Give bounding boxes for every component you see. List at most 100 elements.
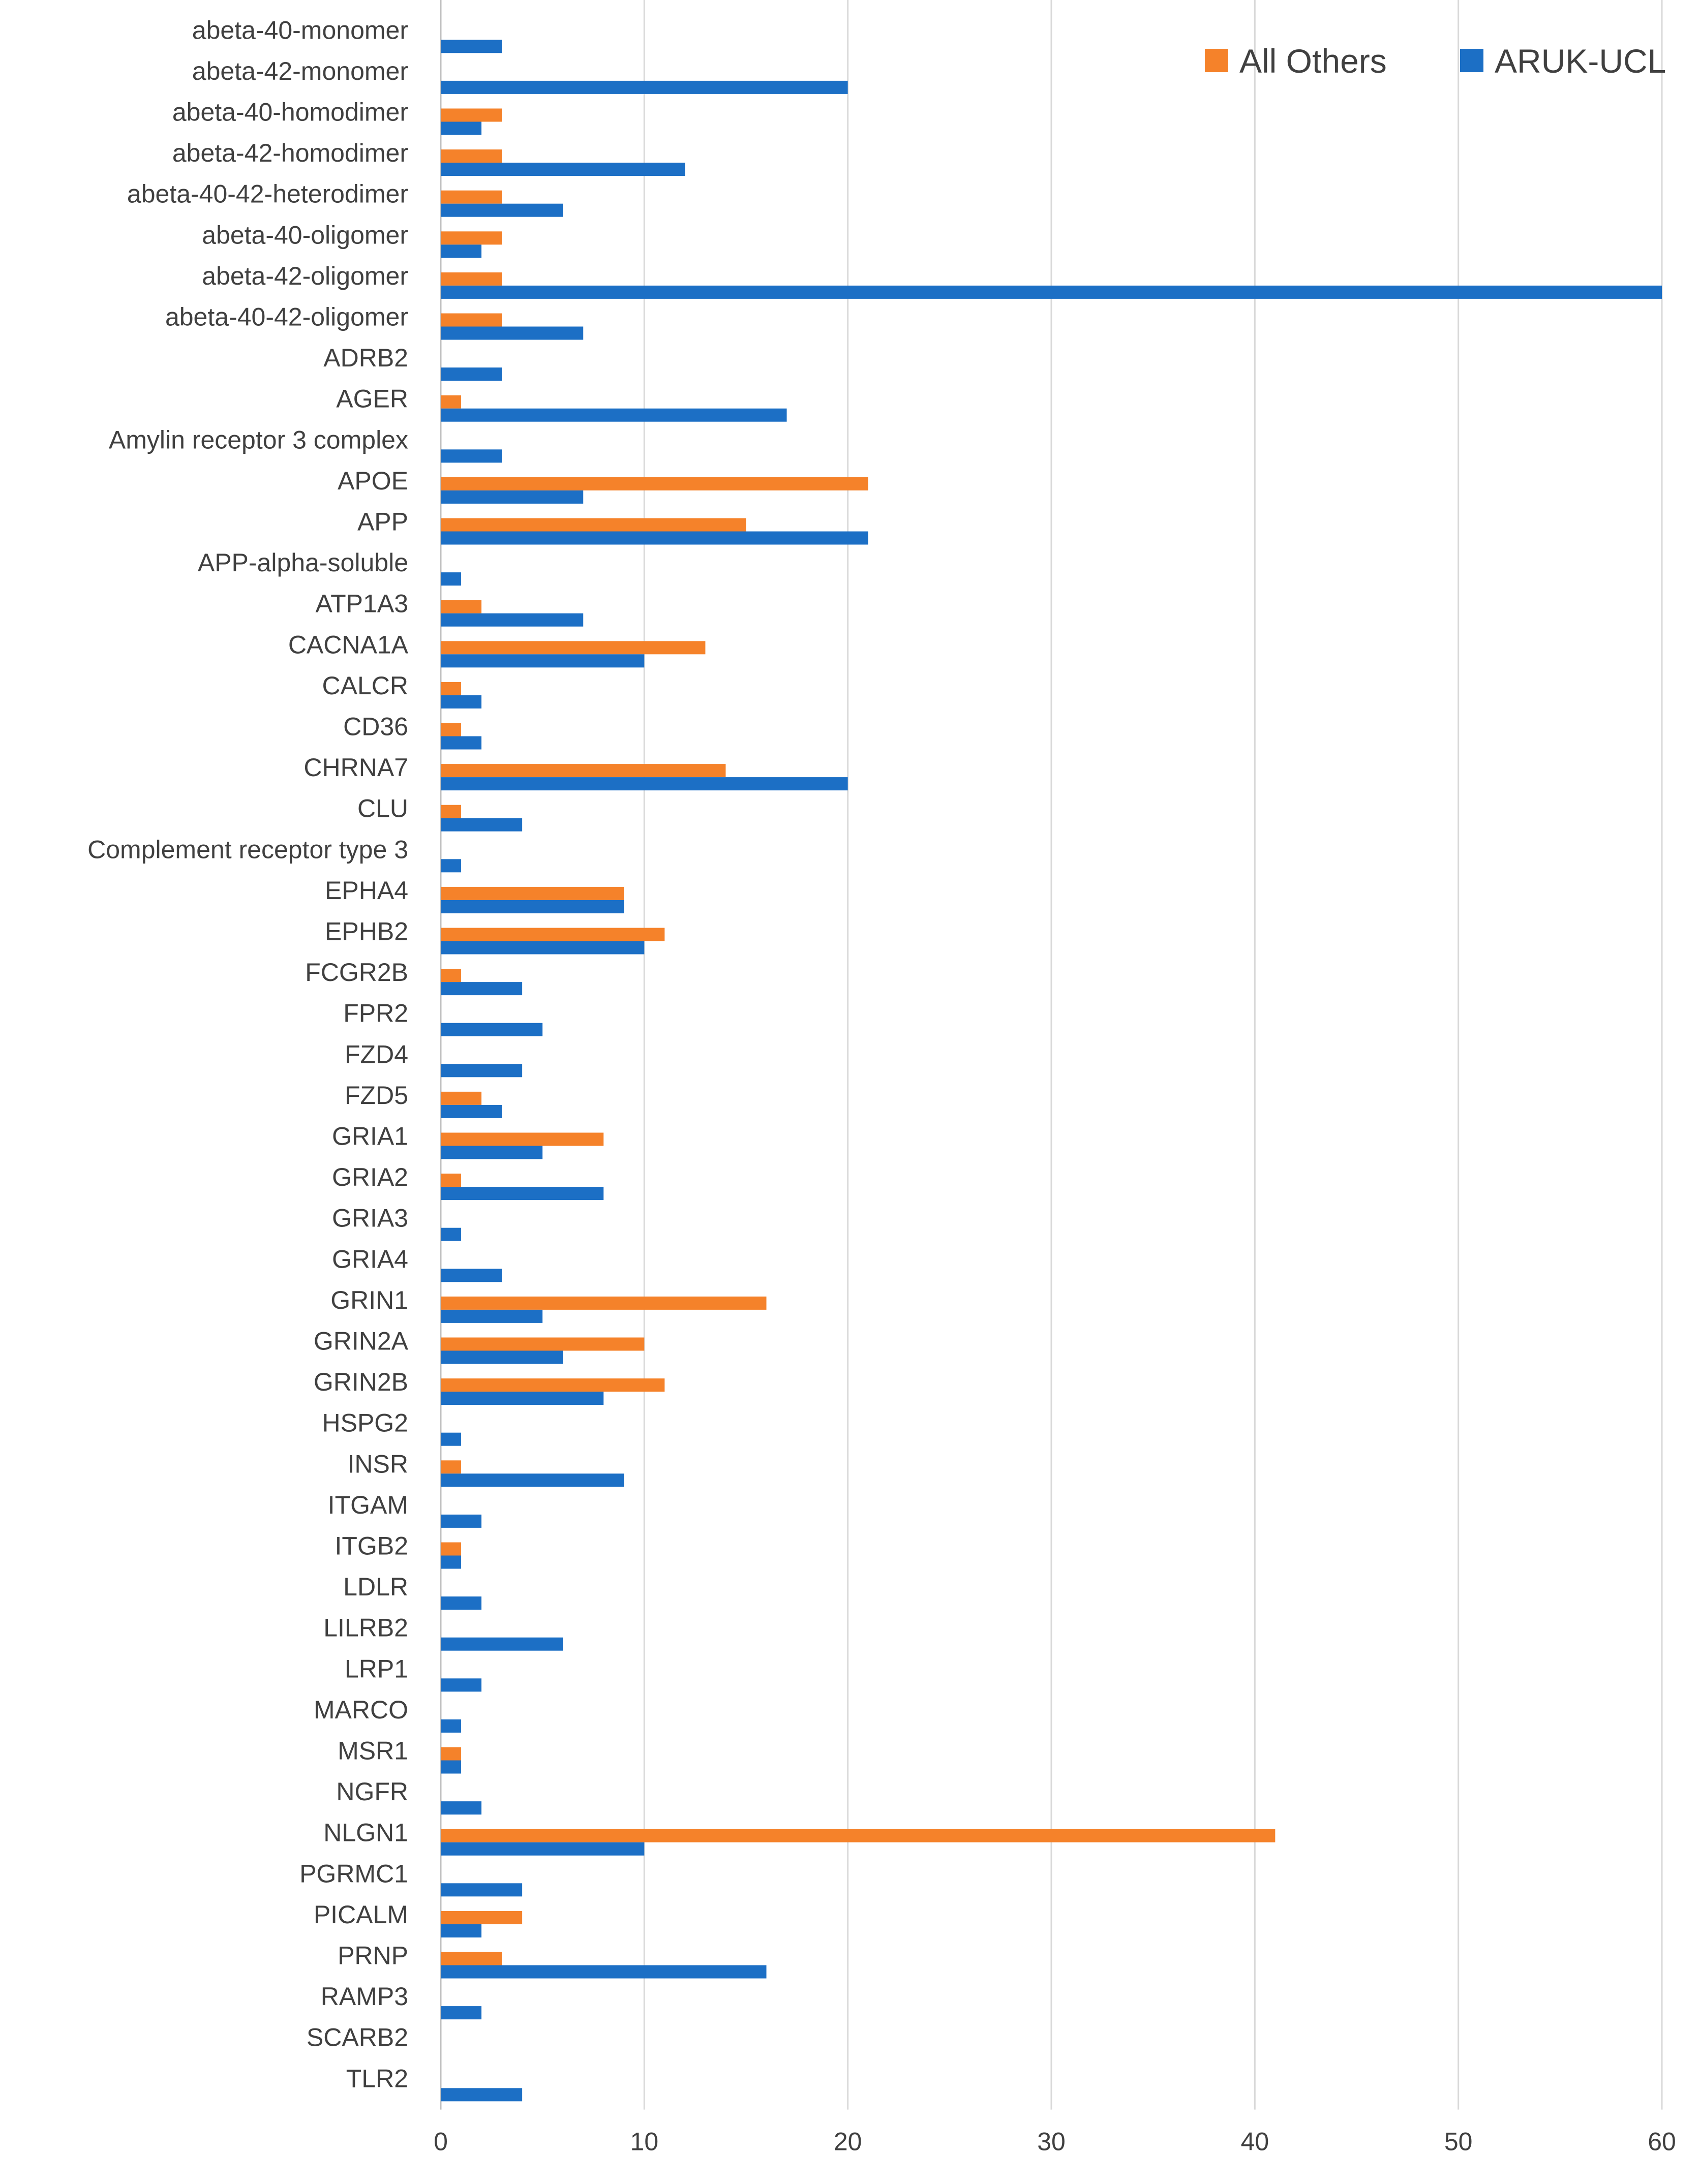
bar-aruk-ucl — [441, 1473, 624, 1487]
category-label: GRIA1 — [332, 1122, 408, 1151]
category-label: abeta-40-monomer — [192, 16, 408, 44]
bar-aruk-ucl — [441, 1555, 462, 1569]
bar-aruk-ucl — [441, 1227, 462, 1241]
gridlines — [440, 0, 1663, 2110]
bars — [441, 40, 1662, 2102]
bar-aruk-ucl — [441, 449, 502, 463]
bar-all-others — [441, 1378, 665, 1392]
bar-all-others — [441, 682, 462, 695]
bar-aruk-ucl — [441, 1432, 462, 1446]
bar-all-others — [441, 764, 726, 778]
bar-aruk-ucl — [441, 613, 584, 627]
x-tick-label: 20 — [834, 2128, 862, 2156]
bar-all-others — [441, 108, 502, 122]
bar-aruk-ucl — [441, 777, 848, 791]
x-tick-label: 30 — [1037, 2128, 1066, 2156]
category-label: ITGB2 — [335, 1532, 408, 1560]
category-label: NGFR — [336, 1777, 408, 1806]
category-label: ITGAM — [328, 1491, 408, 1519]
legend-all-others-label: All Others — [1239, 42, 1387, 80]
bar-aruk-ucl — [441, 1514, 482, 1528]
bar-aruk-ucl — [441, 490, 584, 504]
bar-all-others — [441, 1542, 462, 1556]
bar-aruk-ucl — [441, 859, 462, 873]
bar-all-others — [441, 928, 665, 941]
category-label: CACNA1A — [288, 630, 409, 659]
category-label: FZD5 — [345, 1081, 408, 1110]
bar-all-others — [441, 1091, 482, 1105]
bar-aruk-ucl — [441, 736, 482, 750]
bar-aruk-ucl — [441, 1801, 482, 1815]
bar-aruk-ucl — [441, 654, 645, 668]
bar-all-others — [441, 190, 502, 204]
category-label: TLR2 — [346, 2064, 408, 2093]
bar-aruk-ucl — [441, 244, 482, 258]
category-label: INSR — [348, 1450, 408, 1478]
category-label: LRP1 — [345, 1654, 408, 1683]
bar-aruk-ucl — [441, 40, 502, 53]
bar-all-others — [441, 1829, 1276, 1842]
bar-aruk-ucl — [441, 818, 523, 832]
category-label: HSPG2 — [322, 1409, 408, 1437]
bar-aruk-ucl — [441, 531, 868, 545]
bar-all-others — [441, 149, 502, 163]
bar-all-others — [441, 1460, 462, 1474]
category-label: CALCR — [322, 671, 408, 700]
bar-all-others — [441, 1132, 604, 1146]
bar-aruk-ucl — [441, 1350, 563, 1364]
category-label: abeta-42-monomer — [192, 57, 408, 85]
bar-aruk-ucl — [441, 900, 624, 913]
bar-all-others — [441, 1296, 767, 1310]
legend-aruk-ucl-swatch — [1460, 49, 1483, 72]
bar-aruk-ucl — [441, 1309, 543, 1323]
category-label: GRIA3 — [332, 1204, 408, 1233]
category-label: abeta-42-oligomer — [202, 262, 408, 290]
category-label: Complement receptor type 3 — [87, 835, 408, 864]
category-label: LILRB2 — [323, 1614, 408, 1642]
category-labels: abeta-40-monomer abeta-42-monomer abeta-40… — [87, 16, 409, 2093]
category-label: abeta-40-42-heterodimer — [127, 180, 408, 208]
bar-all-others — [441, 969, 462, 982]
bar-aruk-ucl — [441, 1269, 502, 1282]
bar-all-others — [441, 1911, 523, 1924]
bar-aruk-ucl — [441, 1678, 482, 1692]
bar-all-others — [441, 805, 462, 818]
category-label: PGRMC1 — [299, 1859, 408, 1888]
category-label: EPHB2 — [325, 917, 408, 946]
bar-all-others — [441, 886, 624, 900]
x-tick-label: 0 — [434, 2128, 448, 2156]
x-axis-ticks: 0 10 20 30 40 50 60 — [434, 2128, 1676, 2156]
bar-aruk-ucl — [441, 941, 645, 955]
bar-aruk-ucl — [441, 1104, 502, 1118]
bar-all-others — [441, 1174, 462, 1187]
category-label: GRIN2A — [314, 1327, 409, 1356]
bar-aruk-ucl — [441, 1883, 523, 1897]
bar-aruk-ucl — [441, 367, 502, 381]
category-label: RAMP3 — [321, 1982, 408, 2011]
category-label: MSR1 — [338, 1737, 408, 1765]
category-label: GRIN1 — [330, 1286, 408, 1314]
bar-aruk-ucl — [441, 163, 685, 176]
category-label: abeta-40-oligomer — [202, 221, 408, 249]
bar-aruk-ucl — [441, 1146, 543, 1159]
bar-all-others — [441, 272, 502, 286]
category-label: ATP1A3 — [316, 590, 409, 618]
bar-aruk-ucl — [441, 1064, 523, 1078]
category-label: CHRNA7 — [303, 753, 408, 782]
bar-aruk-ucl — [441, 1842, 645, 1856]
x-tick-label: 40 — [1241, 2128, 1269, 2156]
category-label: FZD4 — [345, 1040, 408, 1068]
bar-all-others — [441, 313, 502, 327]
bar-aruk-ucl — [441, 1023, 543, 1036]
category-label: abeta-40-42-oligomer — [165, 303, 408, 331]
bar-all-others — [441, 395, 462, 409]
bar-all-others — [441, 1952, 502, 1965]
category-label: SCARB2 — [307, 2023, 408, 2052]
legend: All Others ARUK-UCL — [1205, 42, 1666, 80]
category-label: LDLR — [343, 1573, 408, 1601]
bar-all-others — [441, 641, 706, 655]
category-label: APP — [357, 508, 408, 536]
bar-aruk-ucl — [441, 1187, 604, 1201]
legend-all-others-swatch — [1205, 49, 1228, 72]
